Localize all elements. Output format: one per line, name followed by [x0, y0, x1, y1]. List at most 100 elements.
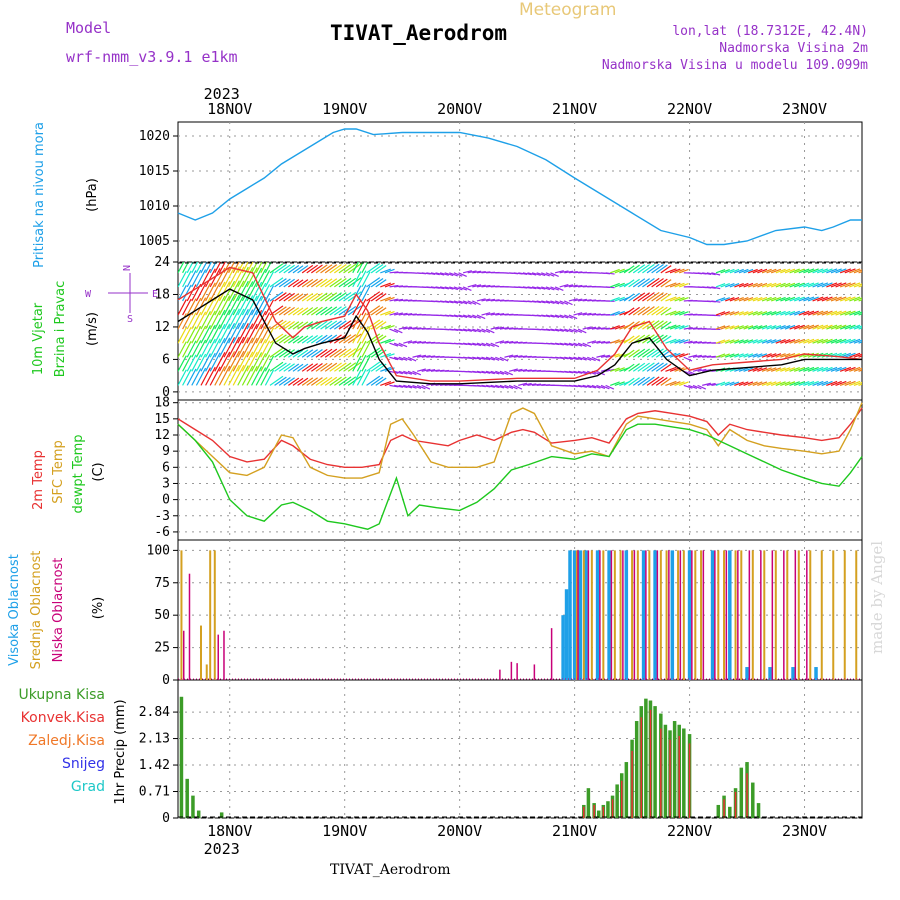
wind-arrow	[655, 278, 668, 288]
wind-arrow	[761, 268, 772, 274]
precip-total-bar	[672, 721, 677, 818]
wind-arrow	[274, 376, 287, 386]
wind-arrow	[793, 268, 805, 274]
wind-arrow	[683, 313, 693, 316]
wind-arrow	[780, 324, 791, 330]
mid-cloud-bar	[575, 550, 578, 680]
wind-arrow	[458, 272, 467, 278]
wind-arrow	[582, 326, 592, 330]
wind-arrow	[352, 341, 362, 358]
wind-arrow	[389, 384, 399, 388]
wind-arrow	[269, 291, 284, 302]
wind-arrow	[761, 339, 772, 344]
precip-total-bar	[191, 795, 195, 818]
wind-arrow	[715, 268, 726, 274]
wind-arrow	[849, 310, 861, 316]
high-cloud-bar	[641, 550, 646, 680]
wind-arrow	[679, 282, 689, 288]
wind-arrow	[278, 320, 291, 330]
wind-arrow	[504, 384, 514, 390]
wind-arrow	[205, 262, 213, 274]
wind-arrow	[444, 286, 454, 290]
low-cloud-bar	[622, 550, 624, 680]
wind-arrow	[191, 368, 202, 386]
wind-arrow	[186, 262, 194, 274]
high-cloud-bar	[791, 667, 795, 680]
wind-arrow	[853, 353, 862, 358]
wind-arrow	[380, 282, 392, 288]
wind-arrow	[761, 353, 772, 358]
wind-arrow	[178, 327, 187, 344]
wind-arrow	[182, 354, 192, 372]
wind-arrow	[182, 312, 192, 330]
wind-arrow	[288, 335, 300, 344]
wind-arrow	[301, 307, 314, 316]
wind-arrow	[587, 313, 597, 316]
wind-arrow	[738, 268, 749, 274]
wind-arrow	[844, 338, 856, 344]
wind-arrow	[747, 381, 758, 386]
y-tick-label: 0	[162, 385, 170, 400]
wind-arrow	[403, 326, 413, 330]
wind-arrow	[679, 311, 689, 316]
wind-arrow	[389, 342, 399, 347]
ylabel-wind: 10m Vjetar	[31, 302, 46, 375]
wind-arrow	[812, 324, 824, 330]
wind-arrow	[591, 326, 601, 330]
wind-arrow	[329, 362, 342, 372]
wind-arrow	[747, 296, 758, 302]
wind-arrow	[623, 377, 635, 386]
sfc-temp-line	[177, 402, 863, 479]
wind-arrow	[766, 339, 777, 344]
wind-arrow	[729, 311, 740, 316]
wind-arrow	[389, 356, 399, 361]
mid-cloud-bar	[763, 550, 766, 680]
wind-arrow	[752, 381, 763, 386]
wind-arrow	[715, 283, 726, 288]
wind-arrow	[393, 370, 403, 375]
wind-arrow	[439, 300, 450, 304]
wind-arrow	[462, 286, 472, 291]
wind-arrow	[228, 322, 240, 344]
wind-arrow	[283, 264, 295, 274]
wind-arrow	[490, 326, 500, 330]
wind-arrow	[260, 368, 271, 386]
wind-arrow	[481, 312, 491, 316]
wind-arrow	[292, 363, 304, 372]
wind-arrow	[218, 351, 231, 372]
wind-arrow	[421, 384, 431, 390]
wind-arrow	[241, 351, 254, 372]
wind-arrow	[366, 333, 381, 344]
wind-arrow	[412, 340, 422, 344]
wind-arrow	[366, 347, 381, 358]
wind-arrow	[191, 269, 202, 288]
wind-arrow	[651, 334, 664, 344]
wind-arrow	[550, 300, 560, 305]
mid-cloud-bar	[180, 550, 183, 680]
y-tick-label: 25	[154, 641, 170, 656]
wind-arrow	[550, 272, 559, 278]
wind-arrow	[789, 367, 800, 372]
wind-arrow	[844, 324, 856, 330]
y-tick-label: 1.42	[139, 758, 170, 773]
wind-arrow	[352, 369, 362, 386]
wind-arrow	[587, 340, 597, 344]
wind-arrow	[688, 340, 698, 344]
wind-arrow	[412, 354, 422, 358]
wind-arrow	[715, 311, 726, 316]
wind-arrow	[646, 291, 660, 302]
wind-arrow	[370, 278, 384, 288]
wind-arrow	[191, 262, 199, 274]
wind-arrow	[320, 264, 333, 274]
wind-arrow	[743, 339, 754, 344]
wind-arrow	[734, 353, 744, 358]
wind-arrow	[766, 268, 777, 274]
wind-arrow	[237, 294, 249, 316]
wind-arrow	[315, 292, 328, 302]
y-tick-label: 0	[162, 811, 170, 826]
wind-arrow	[816, 268, 829, 274]
wind-arrow	[472, 328, 482, 333]
wind-arrow	[343, 263, 357, 274]
wind-arrow	[564, 314, 573, 319]
wind-arrow	[269, 333, 284, 344]
